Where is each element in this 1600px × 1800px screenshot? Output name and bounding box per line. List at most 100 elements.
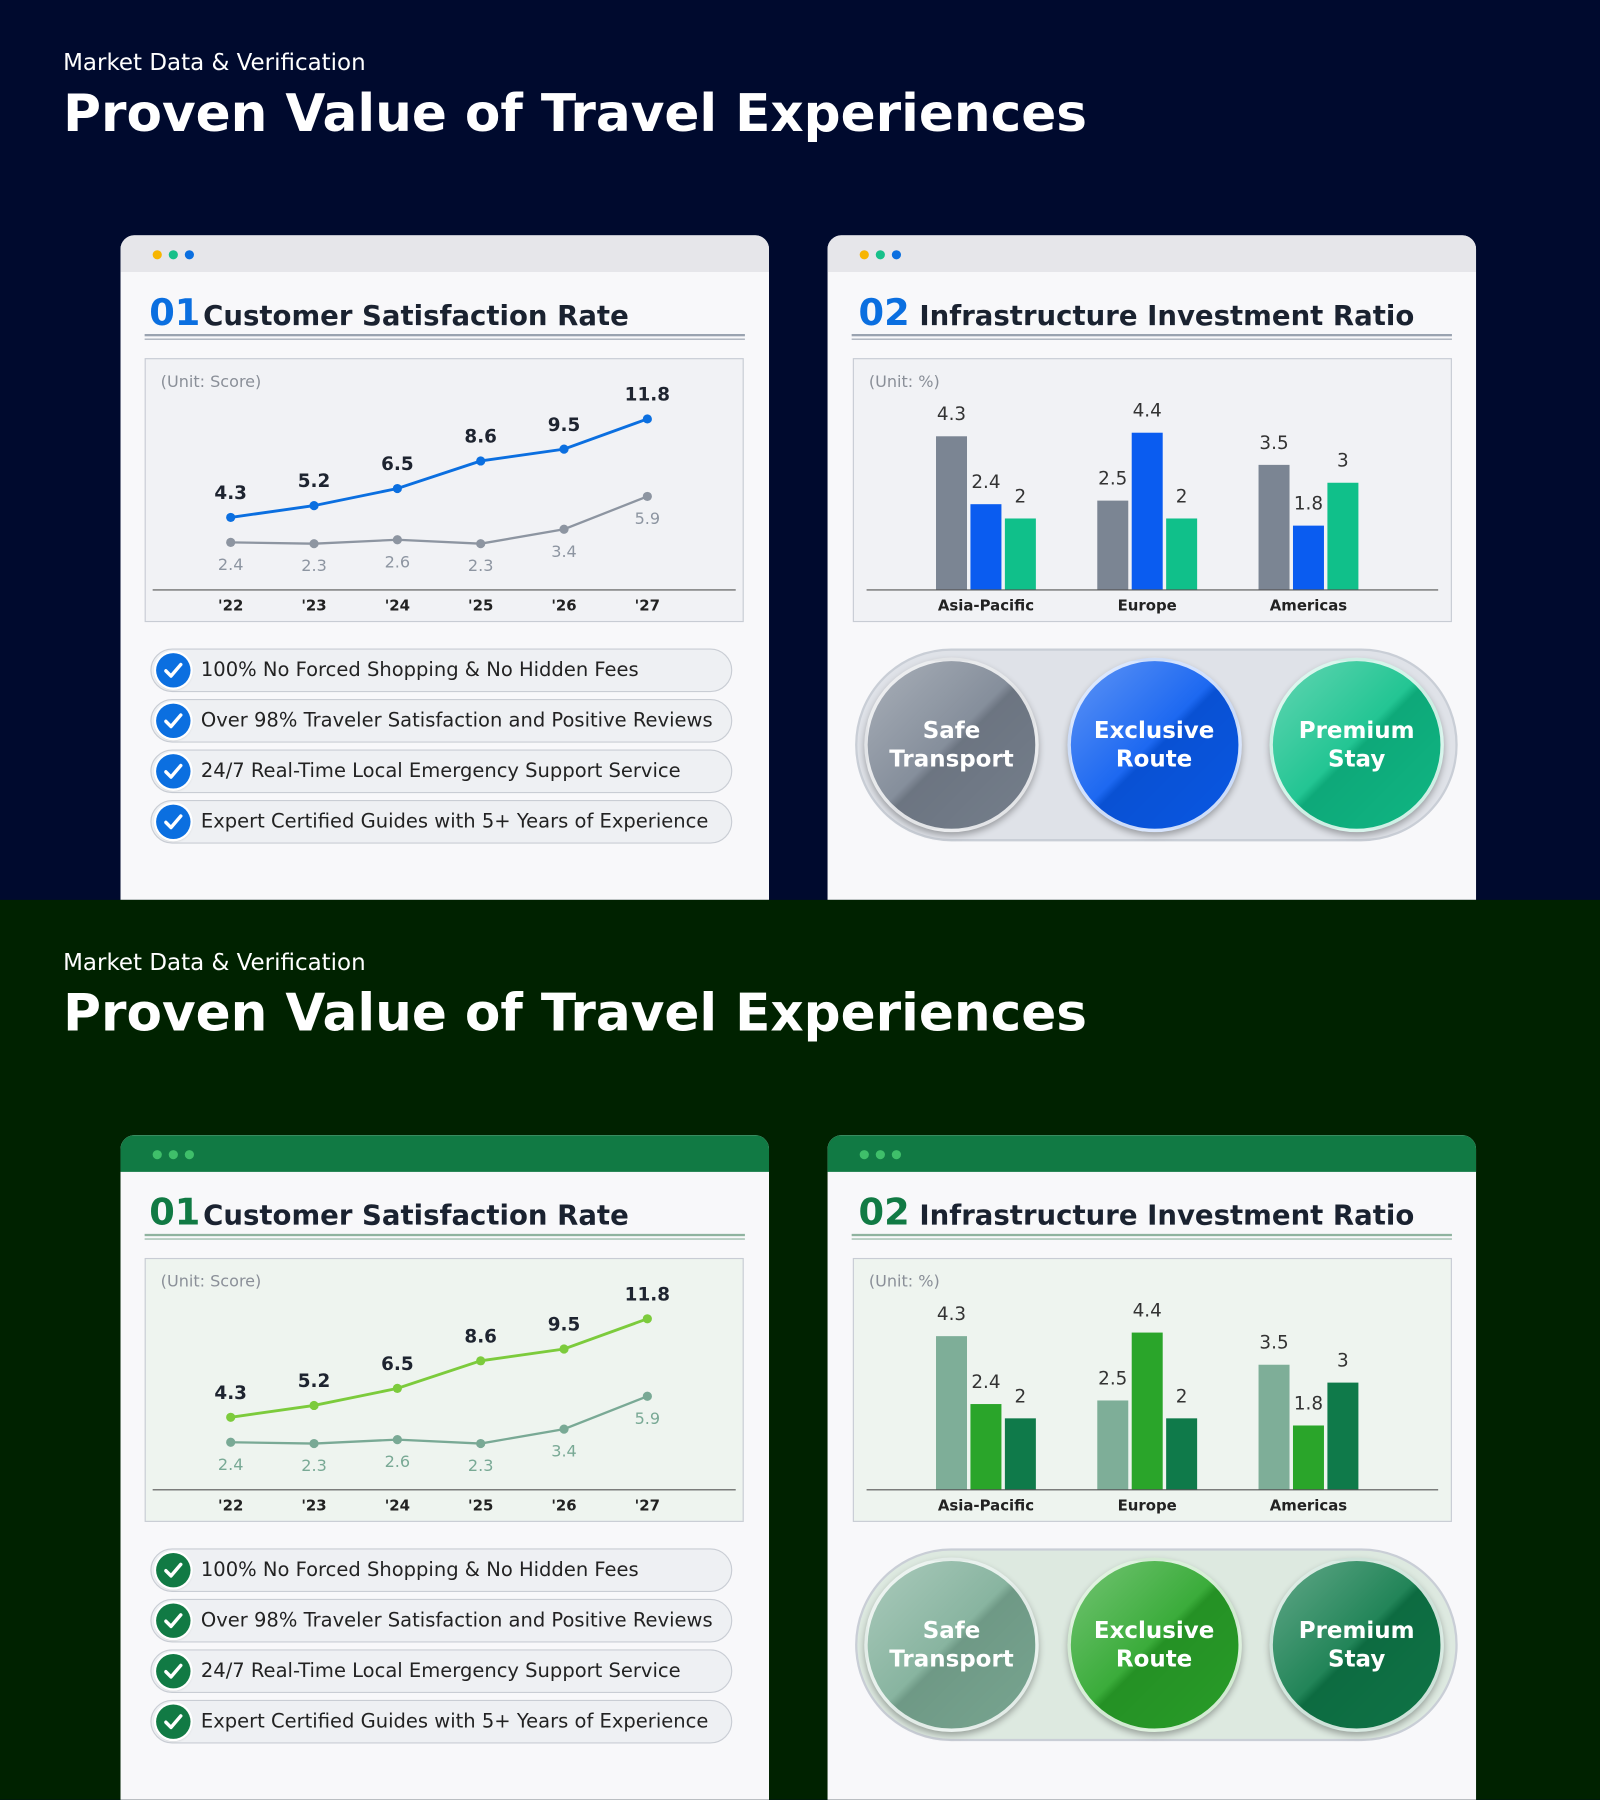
point: [226, 1412, 236, 1422]
card: 02 Infrastructure Investment Ratio (Unit: …: [827, 1135, 1477, 1800]
window-bar: [120, 235, 770, 273]
value-label: 2: [1015, 1386, 1027, 1407]
bar: [1292, 1425, 1324, 1490]
value-label: 2.3: [468, 1456, 494, 1475]
x-tick-label: Asia-Pacific: [938, 597, 1034, 615]
value-label: 3.4: [551, 542, 577, 561]
value-label: 4.3: [937, 1304, 966, 1325]
legend-item: Premium Stay: [1269, 657, 1444, 833]
value-label: 6.5: [381, 1354, 414, 1375]
feature-text: 24/7 Real-Time Local Emergency Support S…: [200, 1659, 681, 1683]
check-icon: [156, 804, 191, 840]
title-rule: [851, 1233, 1452, 1240]
point: [476, 539, 486, 549]
x-tick-label: Americas: [1270, 597, 1348, 615]
value-label: 4.3: [937, 404, 966, 425]
slide-panel: Market Data & Verification Proven Value o…: [0, 899, 1600, 1800]
value-label: 2.6: [385, 552, 411, 571]
value-label: 11.8: [625, 1284, 670, 1305]
x-tick-label: '24: [385, 597, 410, 615]
slide-panel: Market Data & Verification Proven Value o…: [63, 48, 1477, 900]
check-icon: [156, 1552, 191, 1588]
eyebrow: Market Data & Verification: [63, 948, 366, 976]
feature-item: 100% No Forced Shopping & No Hidden Fees: [150, 648, 733, 693]
feature-item: 24/7 Real-Time Local Emergency Support S…: [150, 1649, 733, 1693]
x-tick-label: Europe: [1118, 597, 1177, 615]
window-bar: [827, 1135, 1477, 1172]
card-number: 01: [149, 290, 201, 335]
bar: [1258, 1364, 1290, 1490]
value-label: 4.4: [1133, 401, 1162, 422]
value-label: 5.9: [635, 509, 661, 528]
slide-title: Proven Value of Travel Experiences: [63, 982, 1088, 1044]
value-label: 5.2: [298, 1371, 331, 1392]
window-dot: [891, 1150, 902, 1160]
value-label: 3.4: [551, 1442, 577, 1461]
window-dot: [168, 1150, 178, 1160]
value-label: 9.5: [548, 1315, 581, 1336]
chart-svg: (Unit: Score) '22 '23 '24 '25 '26 '27 2.4 2.3 2.6…: [152, 372, 736, 615]
title-rule: [144, 1233, 745, 1240]
card: 01 Customer Satisfaction Rate (Unit: Score…: [120, 1135, 770, 1800]
eyebrow: Market Data & Verification: [63, 48, 366, 76]
value-label: 2.3: [468, 556, 494, 575]
value-label: 4.4: [1133, 1301, 1162, 1322]
value-label: 3.5: [1259, 433, 1288, 454]
window-dot: [152, 250, 162, 260]
bar: [1327, 482, 1359, 590]
value-label: 2.4: [971, 1372, 1000, 1393]
card-title: Customer Satisfaction Rate: [203, 299, 629, 332]
point: [392, 1383, 402, 1393]
feature-text: 24/7 Real-Time Local Emergency Support S…: [200, 759, 681, 783]
bar: [1097, 1400, 1129, 1490]
value-label: 2.5: [1098, 469, 1127, 490]
card-number: 01: [149, 1190, 201, 1234]
check-icon: [156, 1704, 191, 1739]
value-label: 1.8: [1294, 494, 1323, 515]
bar: [1327, 1382, 1359, 1490]
x-tick-label: '27: [635, 1496, 660, 1514]
point: [309, 1438, 319, 1449]
legend-item: Safe Transport: [864, 1557, 1039, 1732]
check-icon: [156, 653, 191, 688]
chart-svg: (Unit: %) Asia-Pacific Europe Americas 4.3 2.…: [866, 1272, 1439, 1514]
point: [226, 1437, 236, 1447]
legend-item: Exclusive Route: [1066, 1557, 1242, 1732]
unit-label: (Unit: %): [869, 1272, 940, 1291]
window-dot: [891, 250, 902, 260]
value-label: 5.9: [635, 1409, 661, 1428]
legend-item: Exclusive Route: [1066, 657, 1242, 833]
slide-title: Proven Value of Travel Experiences: [63, 82, 1088, 144]
point: [309, 539, 319, 549]
legend: Safe Transport Exclusive Route Premium Sta…: [855, 1548, 1458, 1742]
feature-item: 24/7 Real-Time Local Emergency Support S…: [150, 749, 733, 794]
x-tick-label: '23: [301, 1496, 326, 1514]
feature-text: 100% No Forced Shopping & No Hidden Fees: [200, 658, 639, 682]
check-icon: [156, 1653, 191, 1689]
point: [476, 1356, 486, 1366]
feature-item: Expert Certified Guides with 5+ Years of…: [150, 800, 733, 844]
feature-item: Expert Certified Guides with 5+ Years of…: [150, 1699, 733, 1744]
point: [559, 524, 569, 534]
value-label: 2.3: [301, 1456, 327, 1475]
line: [230, 417, 648, 519]
window-bar: [120, 1135, 770, 1172]
x-tick-label: Europe: [1118, 1496, 1177, 1514]
unit-label: (Unit: Score): [161, 1272, 262, 1291]
value-label: 2: [1176, 1386, 1188, 1407]
check-icon: [156, 703, 191, 739]
window-dot: [875, 1150, 885, 1160]
value-label: 3: [1337, 451, 1349, 472]
legend-item: Safe Transport: [864, 657, 1039, 833]
window-dot: [152, 1150, 162, 1160]
window-dot: [859, 250, 869, 260]
bar: [1004, 1418, 1036, 1490]
value-label: 3.5: [1259, 1333, 1288, 1354]
card: 01 Customer Satisfaction Rate (Unit: Score…: [120, 235, 770, 900]
legend-item: Premium Stay: [1269, 1557, 1444, 1732]
window-dot: [168, 250, 178, 260]
point: [559, 1424, 569, 1434]
window-dot: [184, 250, 194, 260]
value-label: 9.5: [548, 415, 581, 436]
feature-item: Over 98% Traveler Satisfaction and Posit…: [150, 1598, 733, 1643]
